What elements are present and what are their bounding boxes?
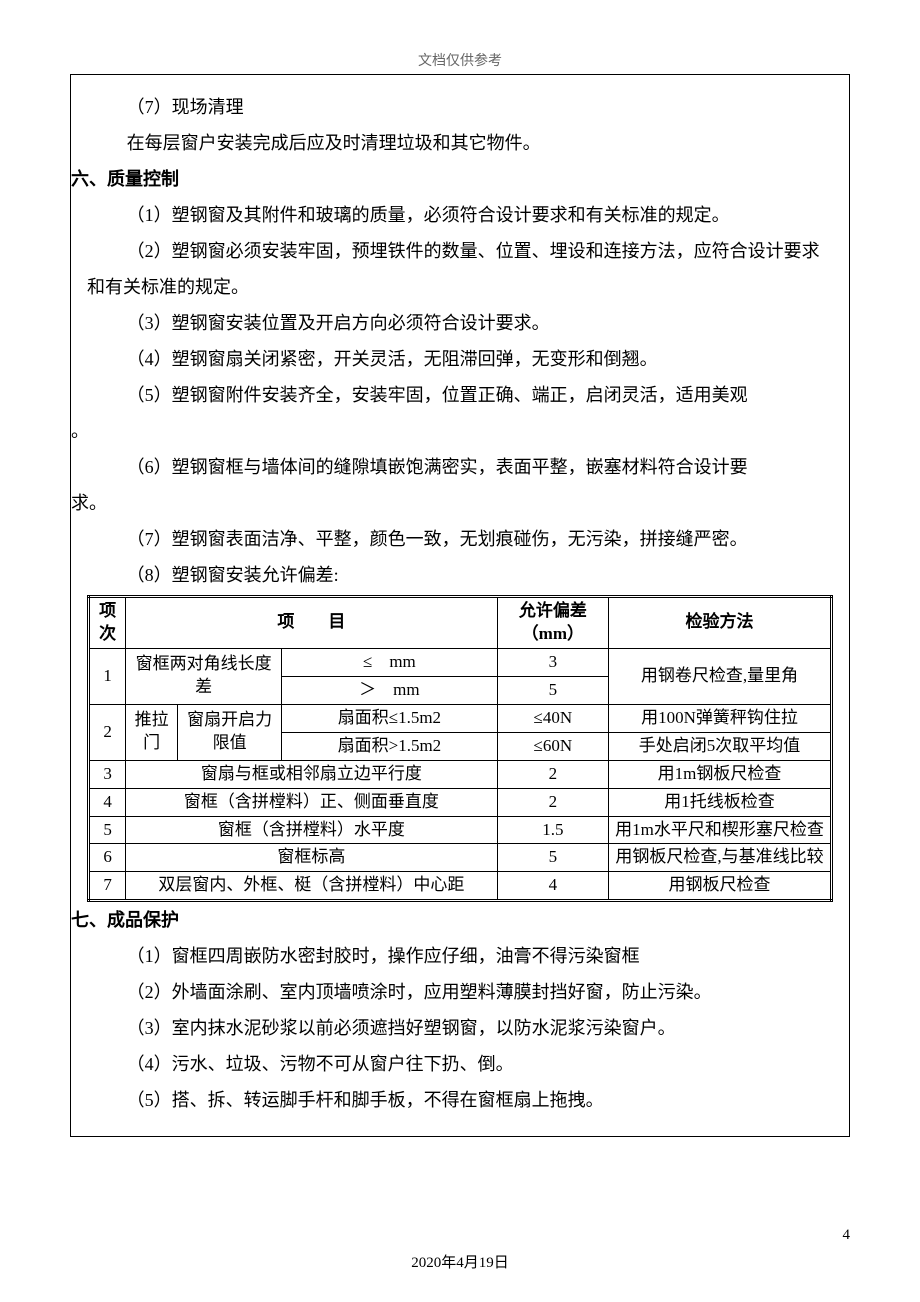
sec6-item6b: 求。 [71, 485, 833, 521]
cell-method: 用100N弹簧秤钩住拉 [609, 704, 832, 732]
sec7-item1: （1）窗框四周嵌防水密封胶时，操作应仔细，油膏不得污染窗框 [87, 938, 833, 974]
sec5-item7-body: 在每层窗户安装完成后应及时清理垃圾和其它物件。 [87, 125, 833, 161]
cell-tol: ≤60N [497, 732, 608, 760]
th-index: 项次 [89, 597, 126, 649]
cell-idx: 1 [89, 648, 126, 704]
document-page: 文档仅供参考 （7）现场清理 在每层窗户安装完成后应及时清理垃圾和其它物件。 六… [0, 0, 920, 1302]
cell-idx: 3 [89, 760, 126, 788]
cell-tol: 2 [497, 760, 608, 788]
table-row: 4 窗框（含拼樘料）正、侧面垂直度 2 用1托线板检查 [89, 788, 832, 816]
th-tolerance: 允许偏差（mm） [497, 597, 608, 649]
cell-tol: 5 [497, 844, 608, 872]
cell-method: 用钢板尺检查 [609, 872, 832, 901]
cell-method: 用钢板尺检查,与基准线比较 [609, 844, 832, 872]
sec6-item5b: 。 [71, 413, 833, 449]
th-item: 项目 [126, 597, 497, 649]
deviation-table: 项次 项目 允许偏差（mm） 检验方法 1 窗框两对角线长度差 ≤ mm 3 用… [87, 595, 833, 902]
sec7-item5: （5）搭、拆、转运脚手杆和脚手板，不得在窗框扇上拖拽。 [87, 1082, 833, 1118]
cell-item-b1: ≤ mm [282, 648, 497, 676]
cell-item: 窗框标高 [126, 844, 497, 872]
table-row: 1 窗框两对角线长度差 ≤ mm 3 用钢卷尺检查,量里角 [89, 648, 832, 676]
cell-tol: 5 [497, 676, 608, 704]
sec5-item7-title: （7）现场清理 [87, 89, 833, 125]
page-number: 4 [843, 1227, 851, 1244]
table-row: 2 推拉门 窗扇开启力限值 扇面积≤1.5m2 ≤40N 用100N弹簧秤钩住拉 [89, 704, 832, 732]
cell-item: 窗框（含拼樘料）正、侧面垂直度 [126, 788, 497, 816]
sec7-item3: （3）室内抹水泥砂浆以前必须遮挡好塑钢窗，以防水泥浆污染窗户。 [87, 1010, 833, 1046]
cell-tol: ≤40N [497, 704, 608, 732]
cell-item: 窗扇与框或相邻扇立边平行度 [126, 760, 497, 788]
sec6-item3: （3）塑钢窗安装位置及开启方向必须符合设计要求。 [87, 305, 833, 341]
cell-tol: 3 [497, 648, 608, 676]
cell-tol: 2 [497, 788, 608, 816]
cell-method: 用1m钢板尺检查 [609, 760, 832, 788]
cell-idx: 2 [89, 704, 126, 760]
cell-method: 用1m水平尺和楔形塞尺检查 [609, 816, 832, 844]
footer-date: 2020年4月19日 [0, 1251, 920, 1272]
cell-idx: 7 [89, 872, 126, 901]
cell-tol: 4 [497, 872, 608, 901]
cell-item: 双层窗内、外框、梃（含拼樘料）中心距 [126, 872, 497, 901]
th-method: 检验方法 [609, 597, 832, 649]
table-row: 3 窗扇与框或相邻扇立边平行度 2 用1m钢板尺检查 [89, 760, 832, 788]
table-row: 5 窗框（含拼樘料）水平度 1.5 用1m水平尺和楔形塞尺检查 [89, 816, 832, 844]
cell-idx: 5 [89, 816, 126, 844]
sec6-item6a: （6）塑钢窗框与墙体间的缝隙填嵌饱满密实，表面平整，嵌塞材料符合设计要 [87, 449, 833, 485]
table-row: 7 双层窗内、外框、梃（含拼樘料）中心距 4 用钢板尺检查 [89, 872, 832, 901]
cell-idx: 4 [89, 788, 126, 816]
header-reference-note: 文档仅供参考 [70, 50, 850, 70]
cell-method: 用钢卷尺检查,量里角 [609, 648, 832, 704]
cell-item: 窗框（含拼樘料）水平度 [126, 816, 497, 844]
cell-idx: 6 [89, 844, 126, 872]
cell-tol: 1.5 [497, 816, 608, 844]
section7-heading: 七、成品保护 [71, 902, 833, 938]
cell-item: 扇面积>1.5m2 [282, 732, 497, 760]
table-row: 6 窗框标高 5 用钢板尺检查,与基准线比较 [89, 844, 832, 872]
sec6-item5a: （5）塑钢窗附件安装齐全，安装牢固，位置正确、端正，启闭灵活，适用美观 [87, 377, 833, 413]
section6-heading: 六、质量控制 [71, 161, 833, 197]
sec6-item1: （1）塑钢窗及其附件和玻璃的质量，必须符合设计要求和有关标准的规定。 [87, 197, 833, 233]
cell-item: 扇面积≤1.5m2 [282, 704, 497, 732]
content-frame: （7）现场清理 在每层窗户安装完成后应及时清理垃圾和其它物件。 六、质量控制 （… [70, 74, 850, 1137]
cell-item-a: 窗框两对角线长度差 [126, 648, 282, 704]
cell-method: 手处启闭5次取平均值 [609, 732, 832, 760]
sec6-item4: （4）塑钢窗扇关闭紧密，开关灵活，无阻滞回弹，无变形和倒翘。 [87, 341, 833, 377]
sec6-item7: （7）塑钢窗表面洁净、平整，颜色一致，无划痕碰伤，无污染，拼接缝严密。 [87, 521, 833, 557]
sec7-item2: （2）外墙面涂刷、室内顶墙喷涂时，应用塑料薄膜封挡好窗，防止污染。 [87, 974, 833, 1010]
table-header-row: 项次 项目 允许偏差（mm） 检验方法 [89, 597, 832, 649]
sec6-item2: （2）塑钢窗必须安装牢固，预埋铁件的数量、位置、埋设和连接方法，应符合设计要求和… [87, 233, 833, 305]
cell-method: 用1托线板检查 [609, 788, 832, 816]
cell-sub2: 窗扇开启力限值 [178, 704, 282, 760]
cell-sub1: 推拉门 [126, 704, 178, 760]
sec6-item8: （8）塑钢窗安装允许偏差: [87, 557, 833, 593]
cell-item-b2: ＞ mm [282, 676, 497, 704]
sec7-item4: （4）污水、垃圾、污物不可从窗户往下扔、倒。 [87, 1046, 833, 1082]
